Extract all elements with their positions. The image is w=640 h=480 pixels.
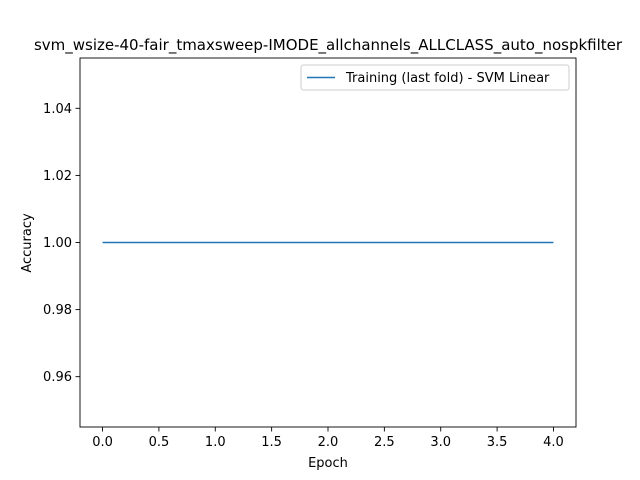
y-tick-label: 1.04 xyxy=(43,102,72,117)
x-tick-label: 0.0 xyxy=(92,435,113,450)
x-tick-label: 2.5 xyxy=(374,435,395,450)
x-tick-label: 0.5 xyxy=(149,435,170,450)
y-tick-label: 0.98 xyxy=(43,303,72,318)
plot-area: 0.0 0.5 1.0 1.5 2.0 2.5 3.0 3.5 4.0 0.96 0.98 1.00 1… xyxy=(43,57,577,450)
x-tick-label: 1.5 xyxy=(261,435,282,450)
legend: Training (last fold) - SVM Linear xyxy=(300,64,570,91)
y-tick-label: 1.00 xyxy=(43,236,72,251)
x-tick-label: 4.0 xyxy=(543,435,564,450)
y-axis-label: Accuracy xyxy=(20,213,35,273)
legend-label: Training (last fold) - SVM Linear xyxy=(345,71,550,86)
x-tick-label: 1.0 xyxy=(205,435,226,450)
legend-box xyxy=(300,64,570,91)
y-tick-label: 0.96 xyxy=(43,370,72,385)
x-axis-label: Epoch xyxy=(308,456,348,471)
chart-title: svm_wsize-40-fair_tmaxsweep-IMODE_allcha… xyxy=(34,36,623,55)
y-tick-label: 1.02 xyxy=(43,169,72,184)
x-tick-label: 3.5 xyxy=(487,435,508,450)
x-tick-label: 3.0 xyxy=(430,435,451,450)
x-tick-label: 2.0 xyxy=(318,435,339,450)
